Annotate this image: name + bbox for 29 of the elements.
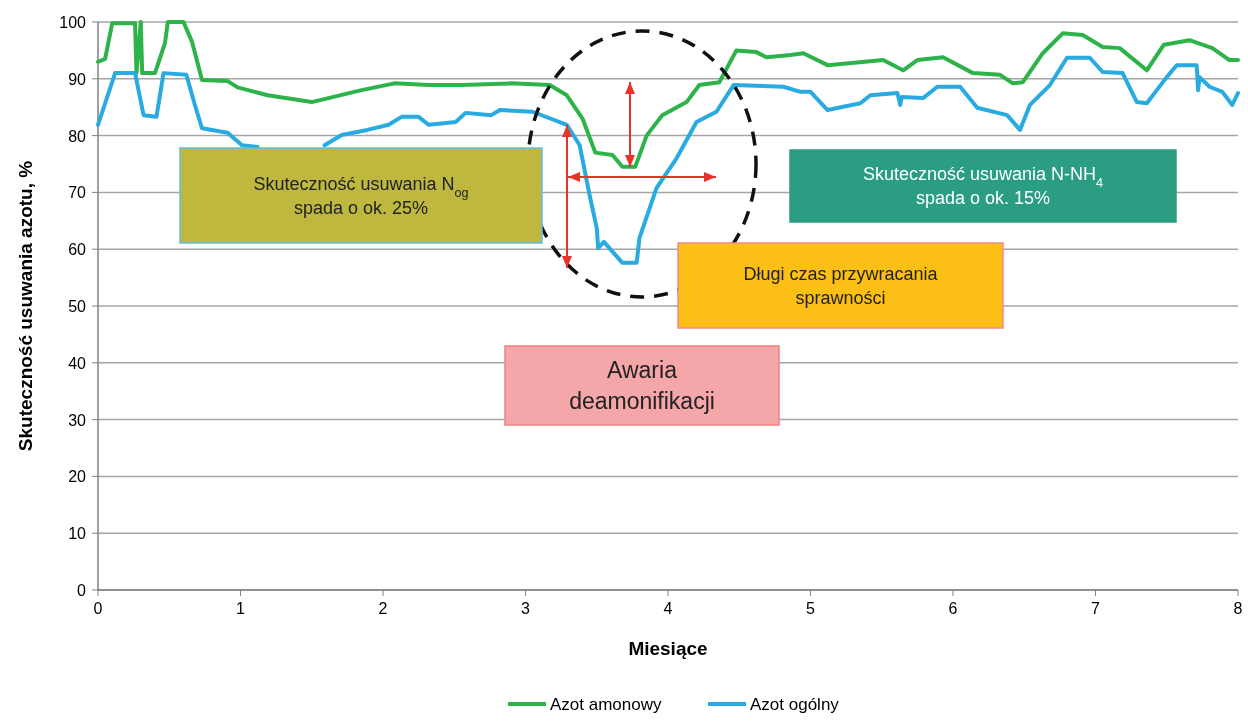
x-tick-label: 2 xyxy=(378,600,388,617)
y-tick-label: 10 xyxy=(68,525,87,543)
y-tick-label: 20 xyxy=(68,468,87,486)
annotation: Długi czas przywracania sprawności xyxy=(743,263,939,308)
y-tick-label: 100 xyxy=(59,14,87,31)
x-tick-label: 4 xyxy=(663,600,673,617)
x-tick-label: 0 xyxy=(93,600,103,617)
x-tick-label: 5 xyxy=(806,600,816,617)
annotation: Awaria deamonifikacji xyxy=(569,357,715,415)
x-tick-label: 3 xyxy=(521,600,531,617)
x-axis-title: Miesiące xyxy=(628,638,708,659)
line-series xyxy=(96,20,1240,169)
x-tick-label: 1 xyxy=(236,600,246,617)
y-tick-label: 90 xyxy=(68,70,87,88)
y-tick-label: 30 xyxy=(68,411,87,429)
y-tick-label: 70 xyxy=(68,184,87,202)
x-tick-label: 6 xyxy=(948,600,958,617)
y-tick-label: 80 xyxy=(68,127,87,145)
text: Skuteczność usuwania N-NH$_{4}$ spada o ok. 15% xyxy=(862,164,1104,209)
x-tick-label: 8 xyxy=(1233,600,1243,617)
y-tick-label: 0 xyxy=(77,582,87,599)
y-tick-label: 50 xyxy=(68,298,87,315)
legend-label: Azot ogólny xyxy=(750,695,840,714)
text: Skuteczność usuwania N$_{og}$ spada o ok. 25% xyxy=(253,173,469,218)
y-tick-label: 60 xyxy=(68,241,87,259)
legend-label: Azot amonowy xyxy=(550,695,662,714)
x-tick-label: 7 xyxy=(1091,600,1101,617)
y-axis-title: Skuteczność usuwania azotu, % xyxy=(15,160,36,452)
y-tick-label: 40 xyxy=(68,354,87,372)
